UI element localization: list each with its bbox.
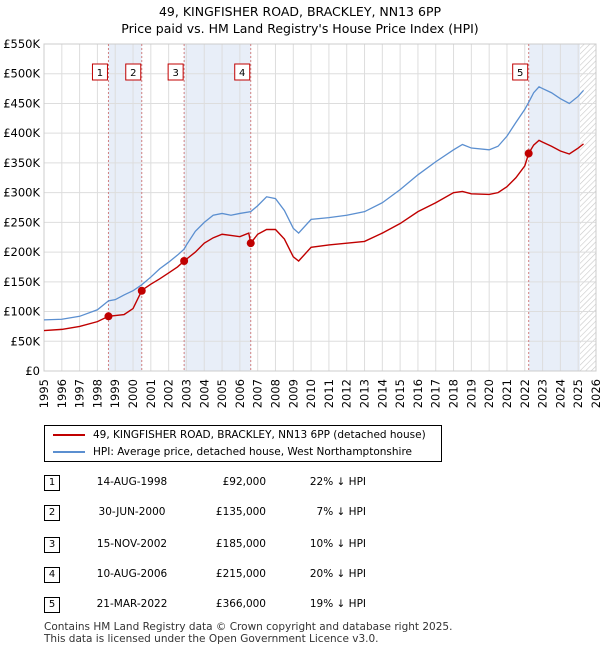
- y-tick-label: £550K: [3, 37, 40, 51]
- x-tick-label: 2001: [144, 379, 158, 408]
- x-tick-label: 2024: [553, 379, 567, 408]
- property-series-line: [43, 139, 584, 332]
- y-tick-label: £450K: [3, 96, 40, 110]
- x-tick-label: 2012: [340, 379, 354, 408]
- sale-point: [180, 257, 189, 266]
- sale-number: 3: [44, 537, 60, 553]
- sale-label-box: [125, 63, 142, 81]
- chart-title: 49, KINGFISHER ROAD, BRACKLEY, NN13 6PP: [158, 4, 442, 19]
- x-tick-label: 2014: [375, 379, 389, 408]
- sale-label-number: 1: [97, 68, 103, 79]
- x-tick-label: 2019: [464, 379, 478, 408]
- x-tick-label: 2020: [482, 379, 496, 408]
- sale-label-box: [91, 63, 108, 81]
- sale-number: 5: [44, 597, 60, 613]
- sale-hpi-diff: 19% ↓ HPI: [309, 598, 366, 610]
- sale-interval-shade: [184, 44, 251, 371]
- y-tick-label: £100K: [3, 305, 40, 319]
- legend-swatch-property: [53, 434, 85, 436]
- legend-swatch-hpi: [53, 451, 85, 453]
- x-tick-label: 2013: [358, 379, 372, 408]
- sale-point: [137, 286, 146, 295]
- x-tick-label: 2010: [304, 379, 318, 408]
- sale-label-box: [234, 63, 251, 81]
- sale-hpi-diff: 7% ↓ HPI: [316, 506, 366, 518]
- legend-label-property: 49, KINGFISHER ROAD, BRACKLEY, NN13 6PP …: [93, 429, 426, 441]
- sale-label-number: 2: [130, 68, 136, 79]
- y-tick-label: £250K: [3, 215, 40, 229]
- x-tick-label: 1996: [55, 379, 69, 408]
- footer-copyright: Contains HM Land Registry data © Crown c…: [44, 621, 453, 633]
- sale-number: 1: [44, 475, 60, 491]
- sale-label-number: 4: [239, 68, 245, 79]
- sale-point: [524, 149, 533, 158]
- x-tick-label: 2006: [233, 379, 247, 408]
- y-tick-label: £350K: [3, 156, 40, 170]
- y-tick-label: £0: [25, 364, 40, 378]
- sale-number: 4: [44, 567, 60, 583]
- x-tick-label: 2018: [447, 379, 461, 408]
- sale-price: £92,000: [222, 476, 266, 488]
- footer-licence: This data is licensed under the Open Gov…: [44, 633, 379, 645]
- forecast-hatch: [579, 44, 596, 371]
- sale-label-box: [512, 63, 529, 81]
- y-tick-label: £150K: [3, 275, 40, 289]
- sale-number: 2: [44, 505, 60, 521]
- sale-date: 21-MAR-2022: [96, 598, 168, 610]
- sale-price: £185,000: [215, 538, 266, 550]
- x-tick-label: 2021: [500, 379, 514, 408]
- hpi-series-line: [43, 86, 585, 321]
- x-tick-label: 2015: [393, 379, 407, 408]
- sale-date: 30-JUN-2000: [98, 506, 166, 518]
- x-tick-label: 2022: [518, 379, 532, 408]
- sale-label-number: 3: [172, 68, 178, 79]
- price-chart: £0 £50K £100K £150K £200K £250K £300K £350K £400…: [3, 37, 600, 408]
- sale-interval-shade: [108, 44, 142, 371]
- sale-hpi-diff: 10% ↓ HPI: [309, 538, 366, 550]
- chart-subtitle: Price paid vs. HM Land Registry's House …: [121, 21, 479, 36]
- y-tick-label: £300K: [3, 186, 40, 200]
- sale-label-box: [167, 63, 184, 81]
- legend-label-hpi: HPI: Average price, detached house, West…: [93, 446, 412, 458]
- sale-hpi-diff: 20% ↓ HPI: [309, 568, 366, 580]
- chart-legend: 49, KINGFISHER ROAD, BRACKLEY, NN13 6PP …: [44, 425, 442, 462]
- x-tick-label: 1998: [90, 379, 104, 408]
- x-tick-label: 2025: [571, 379, 585, 408]
- x-tick-label: 2026: [589, 379, 600, 408]
- legend-item-hpi: HPI: Average price, detached house, West…: [53, 445, 412, 460]
- y-tick-label: £50K: [11, 334, 41, 348]
- sale-point: [104, 312, 113, 321]
- sale-price: £366,000: [215, 598, 266, 610]
- x-tick-label: 2000: [126, 379, 140, 408]
- legend-item-property: 49, KINGFISHER ROAD, BRACKLEY, NN13 6PP …: [53, 428, 426, 443]
- sale-label-number: 5: [517, 68, 523, 79]
- x-tick-label: 2016: [411, 379, 425, 408]
- x-tick-label: 2011: [322, 379, 336, 408]
- x-tick-label: 2002: [162, 379, 176, 408]
- sale-point: [246, 239, 255, 248]
- sale-date: 14-AUG-1998: [96, 476, 168, 488]
- sale-date: 10-AUG-2006: [96, 568, 168, 580]
- x-tick-label: 2004: [197, 379, 211, 408]
- plot-border: [43, 43, 597, 372]
- sale-price: £215,000: [215, 568, 266, 580]
- sale-price: £135,000: [215, 506, 266, 518]
- sale-date: 15-NOV-2002: [96, 538, 168, 550]
- x-tick-label: 1999: [108, 379, 122, 408]
- sale-hpi-diff: 22% ↓ HPI: [309, 476, 366, 488]
- x-tick-label: 2008: [268, 379, 282, 408]
- x-tick-label: 2017: [429, 379, 443, 408]
- x-tick-label: 2005: [215, 379, 229, 408]
- y-tick-label: £200K: [3, 245, 40, 259]
- x-tick-label: 2007: [251, 379, 265, 408]
- sale-interval-shade: [528, 44, 580, 371]
- x-tick-label: 2023: [536, 379, 550, 408]
- x-tick-label: 1995: [37, 379, 51, 408]
- y-tick-label: £400K: [3, 126, 40, 140]
- x-tick-label: 2009: [286, 379, 300, 408]
- x-tick-label: 1997: [73, 379, 87, 408]
- y-tick-label: £500K: [3, 67, 40, 81]
- x-tick-label: 2003: [179, 379, 193, 408]
